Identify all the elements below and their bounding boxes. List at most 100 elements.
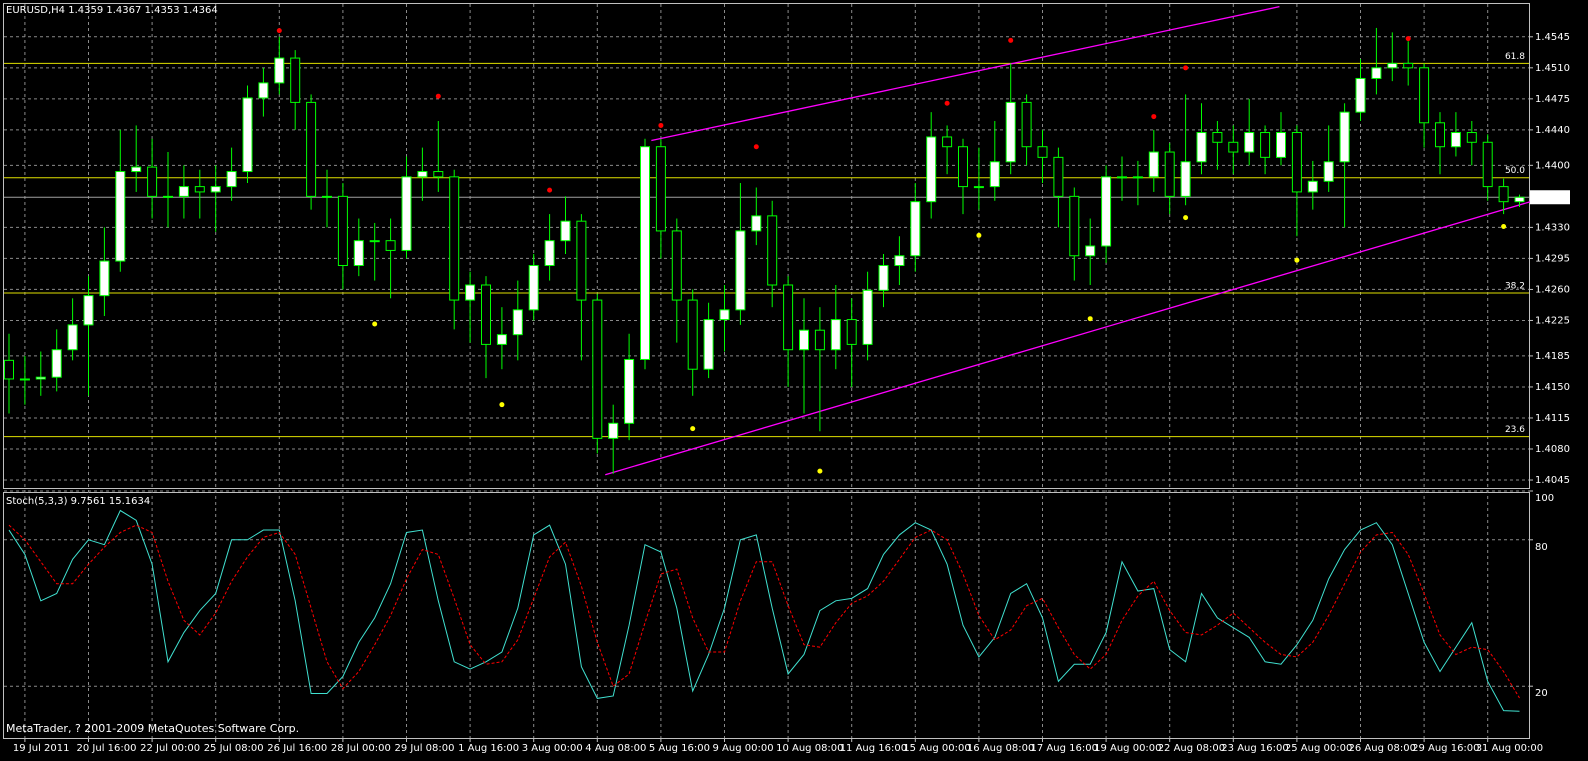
candle-body [1355,77,1366,113]
chart-title: EURUSD,H4 [6,5,65,16]
candle-body [973,186,984,189]
indicator-line [8,509,1520,712]
sar-dot [1183,215,1189,221]
y-tick-label: 20 [1535,688,1548,699]
signal-last: 15.1634 [109,496,150,507]
sar-dot [976,232,982,238]
candle-body [1228,141,1239,153]
candle-body [830,319,841,351]
candle-body [67,324,78,351]
sar-dot [817,468,823,474]
candle-body [1466,132,1477,143]
y-tick-label: 1.4295 [1535,253,1570,264]
candle-body [544,240,555,267]
y-tick-label: 1.4260 [1535,284,1570,295]
candle-body [1339,111,1350,163]
candle-body [465,284,476,301]
y-tick-label: 1.4510 [1535,63,1570,74]
candle-body [258,82,269,99]
sar-dot [1151,114,1157,120]
candle-body [799,329,809,351]
candle-body [735,230,746,311]
last-low: 1.4353 [145,5,180,16]
candle-body [1069,195,1080,257]
sar-dot [276,28,282,34]
sar-dot [372,321,378,327]
candle-body [655,146,666,232]
candle-body [1021,101,1032,148]
candle-body [958,146,968,188]
x-tick-label: 19 Jul 2011 [13,743,70,754]
candle-body [1180,161,1191,197]
candle-body [163,195,173,198]
candle-body [147,166,158,197]
y-tick-label: 1.4080 [1535,444,1570,455]
last-close: 1.4364 [183,5,218,16]
indicator-title: Stoch(5,3,3) [6,496,68,507]
x-tick-label: 11 Aug 16:00 [840,743,907,754]
candle-body [1323,161,1334,182]
candle-body [1117,176,1127,179]
fib-label: 23.6 [1505,425,1525,435]
candle-body [1132,176,1143,179]
sar-dot [1008,37,1014,43]
x-tick-label: 9 Aug 00:00 [713,743,774,754]
candle-body [814,329,825,351]
candle-body [846,319,857,345]
chart-header: EURUSD,H4 1.4359 1.4367 1.4353 1.4364 [6,5,218,16]
candle-body [274,57,285,84]
main-panel-frame [3,3,1530,489]
y-tick-label: 1.4440 [1535,125,1570,136]
candle-body [624,358,635,424]
sar-dot [1183,65,1189,71]
candle-body [1053,156,1064,197]
x-tick-label: 22 Aug 08:00 [1158,743,1225,754]
candle-body [1482,141,1493,188]
candle-body [242,97,253,173]
candle-body [1196,132,1207,163]
candle-body [1435,122,1445,148]
candle-body [1291,132,1302,193]
y-tick-label: 80 [1535,542,1548,553]
last-open: 1.4359 [68,5,103,16]
candle-body [989,161,1000,188]
marks [4,6,1531,712]
x-tick-label: 17 Aug 16:00 [1031,743,1098,754]
candle-body [783,284,794,351]
x-tick-label: 5 Aug 16:00 [649,743,710,754]
sar-dot [547,187,553,193]
candle-body [194,186,205,193]
candle-body [767,215,778,286]
candle-body [226,171,237,188]
indicator-panel-frame [3,492,1530,739]
candle-body [83,295,94,326]
x-tick-label: 29 Jul 08:00 [395,743,455,754]
y-tick-label: 1.4545 [1535,32,1570,43]
candle-body [51,349,62,378]
x-tick-label: 15 Aug 00:00 [903,743,970,754]
candle-body [1403,62,1414,69]
candle-body [306,101,317,197]
y-tick-label: 1.4330 [1535,222,1570,233]
candle-body [385,240,396,251]
candle-body [35,376,46,380]
sar-dot [1405,36,1411,42]
candle-body [131,166,142,173]
candle-body [1101,176,1112,247]
candle-body [878,265,889,291]
x-tick-label: 22 Jul 00:00 [140,743,200,754]
y-tick-label: 1.4225 [1535,315,1570,326]
candle-body [433,171,444,178]
candle-body [369,240,380,243]
indicator-header: Stoch(5,3,3) 9.7561 15.1634 [6,496,150,507]
candle-body [608,422,619,439]
indicator-line [8,524,1520,699]
candle-body [322,195,332,198]
candle-body [640,146,650,360]
x-tick-label: 31 Aug 00:00 [1476,743,1543,754]
x-tick-label: 26 Jul 16:00 [267,743,327,754]
x-tick-label: 16 Aug 08:00 [967,743,1034,754]
sar-dot [499,402,505,408]
